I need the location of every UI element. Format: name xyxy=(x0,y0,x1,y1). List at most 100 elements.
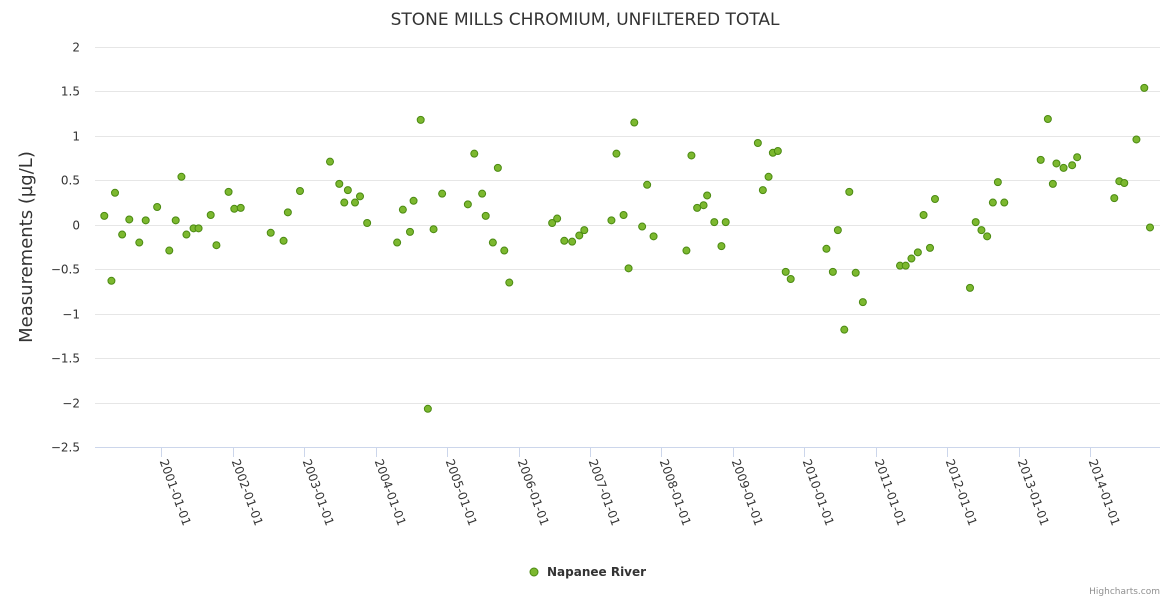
data-point[interactable] xyxy=(107,276,116,285)
data-point[interactable] xyxy=(822,244,831,253)
data-point[interactable] xyxy=(416,115,425,124)
data-point[interactable] xyxy=(153,203,162,211)
data-point[interactable] xyxy=(1140,83,1149,92)
data-point[interactable] xyxy=(135,238,144,247)
data-point[interactable] xyxy=(966,283,974,292)
data-point[interactable] xyxy=(858,298,867,307)
data-point[interactable] xyxy=(429,225,438,234)
data-point[interactable] xyxy=(171,216,180,225)
data-point[interactable] xyxy=(266,228,275,237)
data-point[interactable] xyxy=(624,264,633,273)
data-point[interactable] xyxy=(279,236,288,245)
data-point[interactable] xyxy=(649,232,658,241)
data-point[interactable] xyxy=(343,186,352,195)
data-point[interactable] xyxy=(687,151,696,160)
data-point[interactable] xyxy=(194,224,203,233)
data-point[interactable] xyxy=(393,238,402,247)
data-point[interactable] xyxy=(118,230,127,239)
data-point[interactable] xyxy=(977,226,986,235)
data-point[interactable] xyxy=(764,172,773,181)
data-point[interactable] xyxy=(758,186,767,195)
data-point[interactable] xyxy=(931,195,939,203)
data-point[interactable] xyxy=(423,404,432,413)
data-point[interactable] xyxy=(1073,153,1082,162)
data-point[interactable] xyxy=(553,214,562,223)
data-point[interactable] xyxy=(224,187,233,196)
data-point[interactable] xyxy=(493,163,502,172)
data-point[interactable] xyxy=(363,219,372,227)
data-point[interactable] xyxy=(1052,159,1061,168)
data-point[interactable] xyxy=(907,254,916,263)
data-point[interactable] xyxy=(560,236,569,245)
data-point[interactable] xyxy=(206,211,215,219)
data-point[interactable] xyxy=(840,325,849,334)
data-point[interactable] xyxy=(236,203,245,212)
data-point[interactable] xyxy=(710,218,719,227)
data-point[interactable] xyxy=(993,178,1002,187)
data-point[interactable] xyxy=(463,200,472,209)
data-point[interactable] xyxy=(1043,115,1052,123)
data-point[interactable] xyxy=(607,216,616,225)
data-point[interactable] xyxy=(717,242,726,251)
data-point[interactable] xyxy=(438,189,447,198)
data-point[interactable] xyxy=(283,208,292,217)
data-point[interactable] xyxy=(638,222,647,231)
data-point[interactable] xyxy=(335,179,344,188)
data-point[interactable] xyxy=(643,180,652,189)
data-point[interactable] xyxy=(568,237,577,246)
data-point[interactable] xyxy=(111,188,119,197)
data-point[interactable] xyxy=(619,211,628,219)
data-point[interactable] xyxy=(753,139,762,147)
data-point[interactable] xyxy=(326,157,334,166)
data-point[interactable] xyxy=(773,147,782,155)
data-point[interactable] xyxy=(833,226,842,235)
data-point[interactable] xyxy=(1000,198,1009,207)
data-point[interactable] xyxy=(845,187,854,196)
data-point[interactable] xyxy=(1048,179,1057,188)
data-point[interactable] xyxy=(1120,179,1129,187)
data-point[interactable] xyxy=(212,241,221,250)
data-point[interactable] xyxy=(125,215,134,224)
data-point[interactable] xyxy=(971,218,980,227)
data-point[interactable] xyxy=(141,216,150,225)
data-point[interactable] xyxy=(919,211,928,219)
data-point[interactable] xyxy=(630,118,639,127)
data-point[interactable] xyxy=(721,218,730,227)
data-point[interactable] xyxy=(781,267,790,276)
data-point[interactable] xyxy=(913,248,922,257)
data-point[interactable] xyxy=(356,192,364,201)
data-point[interactable] xyxy=(983,232,992,241)
data-point[interactable] xyxy=(851,268,860,277)
data-point[interactable] xyxy=(612,149,621,158)
data-point[interactable] xyxy=(703,191,712,200)
data-point[interactable] xyxy=(901,261,910,270)
data-point[interactable] xyxy=(398,205,407,214)
legend-item-napanee-river[interactable]: Napanee River xyxy=(529,565,646,579)
data-point[interactable] xyxy=(488,238,497,247)
data-point[interactable] xyxy=(100,211,109,220)
data-point[interactable] xyxy=(926,243,934,252)
data-point[interactable] xyxy=(1110,194,1119,203)
series-napanee-river[interactable] xyxy=(100,83,1154,413)
data-point[interactable] xyxy=(230,204,239,213)
data-point[interactable] xyxy=(1146,223,1154,232)
data-point[interactable] xyxy=(478,189,487,198)
data-point[interactable] xyxy=(500,246,509,255)
data-point[interactable] xyxy=(481,211,490,220)
data-point[interactable] xyxy=(1132,135,1141,144)
data-point[interactable] xyxy=(505,278,514,287)
data-point[interactable] xyxy=(340,198,349,207)
data-point[interactable] xyxy=(1068,161,1077,170)
data-point[interactable] xyxy=(988,198,997,207)
data-point[interactable] xyxy=(1036,155,1045,164)
data-point[interactable] xyxy=(182,230,191,239)
data-point[interactable] xyxy=(1059,163,1068,172)
data-point[interactable] xyxy=(575,231,584,240)
data-point[interactable] xyxy=(828,267,837,276)
data-point[interactable] xyxy=(296,187,304,195)
data-point[interactable] xyxy=(548,219,557,227)
highcharts-credit[interactable]: Highcharts.com xyxy=(1089,587,1160,597)
data-point[interactable] xyxy=(682,246,691,255)
data-point[interactable] xyxy=(406,227,414,236)
data-point[interactable] xyxy=(165,246,174,255)
